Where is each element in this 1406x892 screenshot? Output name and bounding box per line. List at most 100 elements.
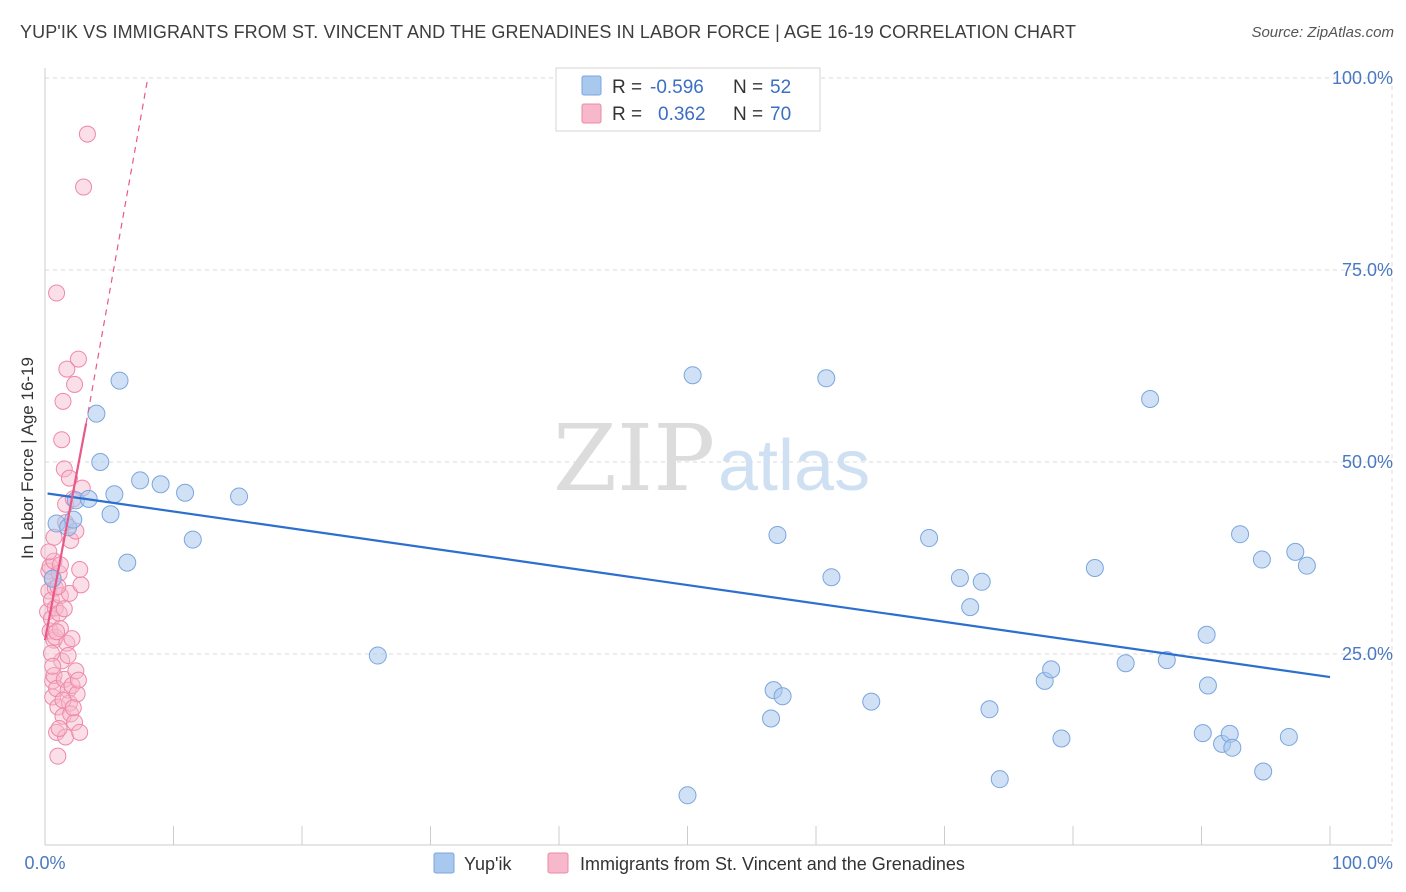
data-point-immigrants — [55, 460, 73, 478]
data-point-yupik — [1197, 625, 1216, 644]
trend-line-immigrants — [43, 423, 88, 641]
data-point-yupik — [87, 404, 106, 423]
data-point-yupik — [183, 530, 202, 549]
data-point-immigrants — [69, 671, 87, 689]
data-point-immigrants — [66, 375, 84, 393]
data-point-immigrants — [71, 723, 89, 741]
axes — [44, 68, 1392, 846]
data-point-yupik — [368, 646, 387, 665]
bottom-legend: Yup'ik Immigrants from St. Vincent and t… — [433, 852, 965, 874]
bottom-legend-swatch-immigrants — [547, 852, 569, 874]
data-point-immigrants — [59, 647, 77, 665]
data-point-yupik — [151, 475, 170, 494]
data-point-yupik — [1052, 729, 1071, 748]
y-tick-label: 75.0% — [1342, 260, 1393, 280]
watermark: ZIP atlas — [553, 405, 870, 512]
data-point-immigrants — [60, 469, 78, 487]
data-point-yupik — [961, 598, 980, 617]
legend-n-label-yupik: N = — [733, 77, 763, 98]
data-point-yupik — [980, 700, 999, 719]
data-point-yupik — [768, 525, 787, 544]
trend-line-immigrants-extension — [85, 77, 149, 424]
legend-swatch-yupik — [581, 75, 602, 96]
x-tick-label: 0.0% — [24, 853, 65, 873]
data-point-yupik — [972, 572, 991, 591]
data-point-immigrants — [42, 644, 60, 662]
data-point-yupik — [118, 553, 137, 572]
y-tick-label: 50.0% — [1342, 452, 1393, 472]
data-point-immigrants — [50, 719, 68, 737]
legend-n-label-immigrants: N = — [733, 104, 763, 125]
data-point-immigrants — [40, 543, 58, 561]
data-point-yupik — [678, 786, 697, 805]
data-point-yupik — [1116, 654, 1135, 673]
data-point-yupik — [1297, 556, 1316, 575]
data-point-immigrants — [78, 125, 96, 143]
legend-swatch-immigrants — [581, 103, 602, 124]
legend-r-value-yupik: -0.596 — [650, 77, 704, 98]
trend-lines — [43, 77, 1331, 679]
data-point-yupik — [1286, 542, 1305, 561]
data-point-immigrants — [49, 747, 67, 765]
data-point-immigrants — [69, 350, 87, 368]
data-point-yupik — [683, 366, 702, 385]
series-immigrants-points — [39, 125, 96, 765]
legend-r-label-immigrants: R = — [612, 104, 642, 125]
data-point-yupik — [91, 453, 110, 471]
data-point-yupik — [1193, 724, 1212, 743]
data-point-yupik — [110, 371, 129, 390]
data-point-immigrants — [55, 600, 73, 618]
bottom-legend-swatch-yupik — [433, 852, 455, 874]
data-point-yupik — [1231, 525, 1250, 544]
source-credit: Source: ZipAtlas.com — [1251, 24, 1394, 41]
data-point-yupik — [105, 485, 124, 504]
data-point-immigrants — [68, 685, 86, 703]
bottom-legend-label-yupik: Yup'ik — [464, 854, 512, 874]
data-point-yupik — [1252, 550, 1271, 569]
data-point-yupik — [762, 709, 781, 728]
data-point-yupik — [990, 770, 1009, 789]
data-point-yupik — [817, 369, 836, 388]
data-point-immigrants — [44, 688, 62, 706]
data-point-immigrants — [58, 360, 76, 378]
data-point-immigrants — [48, 284, 66, 302]
data-point-yupik — [1042, 660, 1061, 679]
data-point-immigrants — [71, 561, 89, 579]
legend-box: R = -0.596 N = 52 R = 0.362 N = 70 — [555, 67, 821, 132]
x-tick-labels: 0.0% 100.0% — [24, 853, 1393, 873]
data-point-yupik — [920, 529, 939, 548]
data-point-yupik — [773, 687, 792, 706]
data-point-yupik — [822, 568, 841, 587]
data-point-immigrants — [58, 634, 76, 652]
data-point-yupik — [131, 471, 150, 490]
series-yupik-points — [43, 366, 1316, 805]
data-point-yupik — [1223, 738, 1242, 757]
trend-line-yupik — [47, 492, 1331, 679]
data-point-immigrants — [72, 576, 90, 594]
x-tick-label: 100.0% — [1332, 853, 1393, 873]
legend-r-label-yupik: R = — [612, 77, 642, 98]
data-point-immigrants — [63, 630, 81, 648]
y-tick-labels: 100.0% 75.0% 50.0% 25.0% — [1332, 68, 1393, 664]
y-tick-label: 25.0% — [1342, 644, 1393, 664]
data-point-yupik — [1141, 390, 1160, 409]
watermark-zip: ZIP — [553, 405, 715, 512]
data-point-yupik — [1254, 762, 1273, 781]
data-point-yupik — [950, 568, 969, 587]
data-point-yupik — [1279, 727, 1298, 746]
data-point-immigrants — [54, 392, 72, 410]
legend-n-value-yupik: 52 — [770, 77, 791, 98]
chart-title: YUP'IK VS IMMIGRANTS FROM ST. VINCENT AN… — [20, 22, 1077, 42]
data-point-immigrants — [64, 699, 82, 717]
data-point-yupik — [862, 692, 881, 711]
data-point-yupik — [1085, 558, 1104, 577]
legend-r-value-immigrants: 0.362 — [658, 104, 706, 125]
data-point-yupik — [1157, 651, 1176, 670]
bottom-legend-label-immigrants: Immigrants from St. Vincent and the Gren… — [580, 854, 965, 874]
data-point-yupik — [176, 483, 195, 502]
y-axis-label: In Labor Force | Age 16-19 — [18, 357, 37, 559]
data-point-immigrants — [75, 178, 93, 196]
data-point-immigrants — [44, 657, 62, 675]
data-point-yupik — [101, 505, 120, 524]
